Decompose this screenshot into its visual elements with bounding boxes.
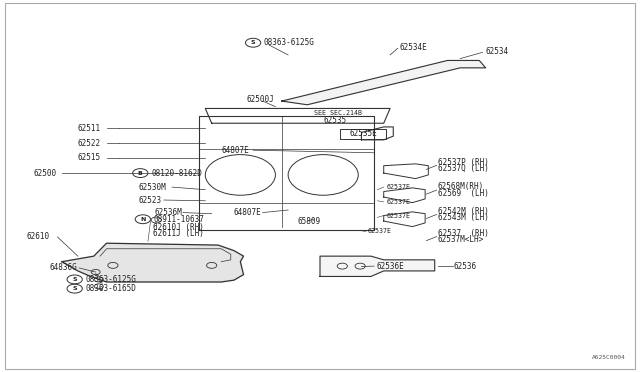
Text: 62537  (RH): 62537 (RH) — [438, 229, 489, 238]
Text: 65809: 65809 — [298, 217, 321, 225]
Text: N: N — [140, 217, 145, 222]
Text: 08363-6125G: 08363-6125G — [264, 38, 315, 47]
Text: SEE SEC.214B: SEE SEC.214B — [314, 110, 362, 116]
Text: S: S — [72, 286, 77, 291]
Text: 62535: 62535 — [323, 116, 346, 125]
Text: 62500: 62500 — [33, 169, 56, 177]
Text: 62522: 62522 — [78, 139, 101, 148]
Text: B: B — [138, 171, 143, 176]
Polygon shape — [62, 243, 244, 282]
Text: 62537E: 62537E — [368, 228, 392, 234]
Text: A625C0004: A625C0004 — [592, 355, 626, 359]
Text: 62537E: 62537E — [387, 212, 411, 218]
Text: 62568M(RH): 62568M(RH) — [438, 182, 484, 191]
Text: 62536: 62536 — [454, 262, 477, 270]
Text: 62542M (RH): 62542M (RH) — [438, 206, 489, 216]
Text: 62536E: 62536E — [376, 262, 404, 270]
Text: S: S — [251, 40, 255, 45]
Text: 62611J (LH): 62611J (LH) — [153, 230, 204, 238]
Text: 62569  (LH): 62569 (LH) — [438, 189, 489, 198]
Text: 62534E: 62534E — [399, 43, 428, 52]
Text: 62523: 62523 — [138, 196, 161, 205]
Text: 62536M: 62536M — [154, 208, 182, 217]
Text: 62500J: 62500J — [246, 95, 275, 104]
Text: 64836G: 64836G — [49, 263, 77, 272]
Text: 62534: 62534 — [486, 47, 509, 56]
Text: 62535E: 62535E — [349, 129, 377, 138]
Text: 62515: 62515 — [78, 153, 101, 163]
Text: 62543M (LH): 62543M (LH) — [438, 213, 489, 222]
FancyBboxPatch shape — [340, 129, 386, 139]
Text: 62610J (RH): 62610J (RH) — [153, 223, 204, 232]
Polygon shape — [282, 61, 486, 105]
Text: 62537M<LH>: 62537M<LH> — [438, 235, 484, 244]
Text: 08363-6165D: 08363-6165D — [86, 284, 136, 293]
Text: 08363-6125G: 08363-6125G — [86, 275, 136, 284]
Text: 62530M: 62530M — [138, 183, 166, 192]
Text: 62537P (RH): 62537P (RH) — [438, 157, 489, 167]
Text: 08911-10637: 08911-10637 — [153, 215, 204, 224]
Text: 62537Q (LH): 62537Q (LH) — [438, 164, 489, 173]
Text: 62511: 62511 — [78, 124, 101, 133]
Text: 62537E: 62537E — [387, 199, 411, 205]
Text: 64807E: 64807E — [221, 146, 249, 155]
Polygon shape — [320, 256, 435, 276]
Text: S: S — [72, 277, 77, 282]
Text: 62610: 62610 — [27, 232, 50, 241]
Text: 64807E: 64807E — [234, 208, 262, 217]
Text: 62537E: 62537E — [387, 184, 411, 190]
Text: 08120-8162D: 08120-8162D — [151, 169, 202, 177]
